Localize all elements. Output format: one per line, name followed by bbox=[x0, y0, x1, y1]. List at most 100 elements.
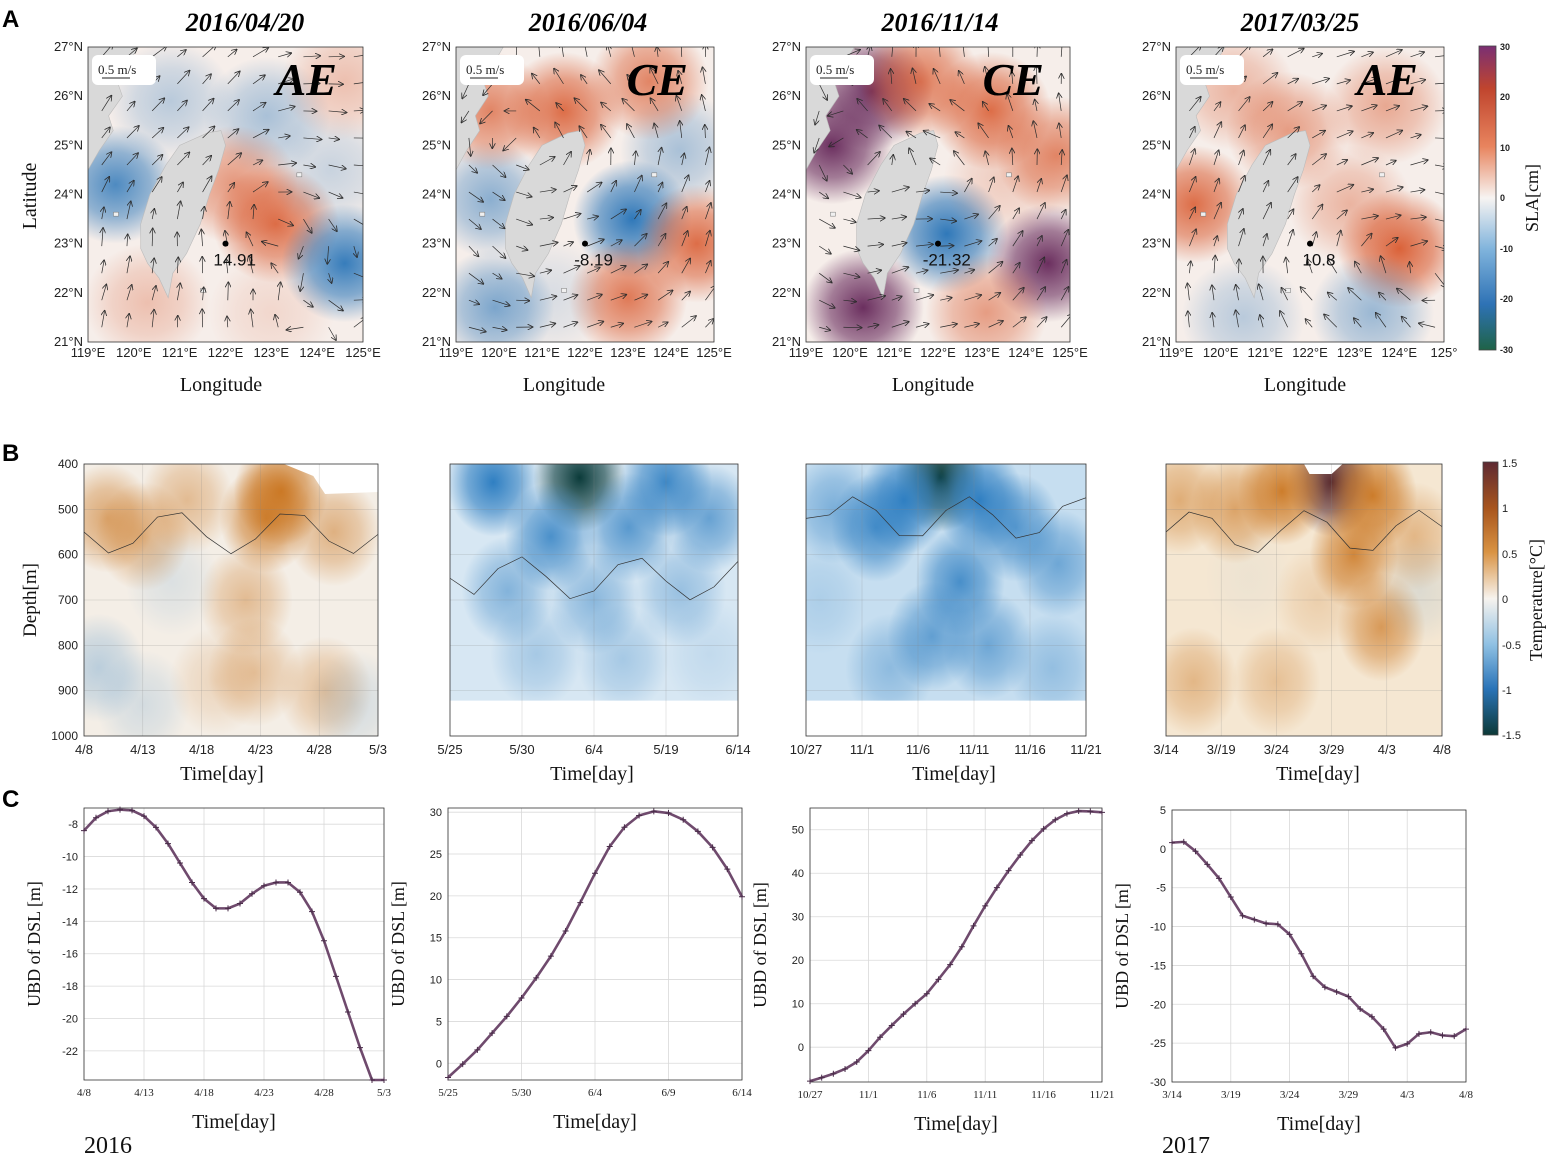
temperature-anomaly bbox=[663, 600, 738, 709]
velocity-arrow bbox=[202, 156, 212, 166]
velocity-arrow bbox=[1012, 288, 1024, 301]
velocity-arrow bbox=[303, 56, 320, 57]
row-a-xlabel-4: Longitude bbox=[1264, 374, 1346, 396]
velocity-arrow bbox=[252, 103, 265, 112]
data-point bbox=[381, 1077, 387, 1083]
velocity-arrow bbox=[964, 179, 971, 193]
velocity-arrow bbox=[1361, 234, 1371, 247]
velocity-arrow bbox=[705, 125, 706, 138]
section-frame bbox=[449, 463, 739, 737]
y-tick: -8 bbox=[68, 819, 78, 831]
velocity-arrow bbox=[988, 293, 1001, 301]
data-point bbox=[445, 1074, 451, 1081]
velocity-arrow bbox=[102, 311, 105, 328]
velocity-arrow bbox=[151, 128, 163, 139]
row-a-ylabel: Latitude bbox=[19, 163, 41, 230]
velocity-arrow bbox=[988, 178, 994, 193]
temp-colorbar-tick: 1.5 bbox=[1502, 458, 1517, 470]
y-tick: 26°N bbox=[422, 88, 451, 103]
y-tick: -20 bbox=[62, 1013, 78, 1025]
velocity-arrow bbox=[177, 50, 185, 58]
island bbox=[913, 288, 920, 293]
velocity-arrow bbox=[1379, 293, 1387, 301]
velocity-arrow bbox=[327, 246, 328, 264]
velocity-arrow bbox=[303, 165, 315, 167]
velocity-arrow bbox=[1214, 256, 1215, 274]
velocity-arrow bbox=[328, 218, 337, 231]
velocity-arrow bbox=[1385, 238, 1398, 247]
y-tick: 20 bbox=[792, 955, 804, 967]
data-point bbox=[1251, 916, 1258, 923]
velocity-arrow bbox=[658, 148, 661, 166]
velocity-arrow bbox=[1434, 272, 1444, 287]
velocity-arrow bbox=[563, 214, 581, 220]
island bbox=[830, 211, 836, 217]
y-tick: -30 bbox=[1150, 1077, 1166, 1089]
data-point bbox=[225, 905, 231, 912]
y-tick: 22°N bbox=[772, 285, 801, 300]
velocity-arrow bbox=[1213, 102, 1220, 112]
velocity-arrow bbox=[934, 69, 941, 85]
x-tick: 122°E bbox=[208, 345, 244, 360]
velocity-arrow bbox=[1402, 317, 1411, 328]
data-point bbox=[285, 879, 291, 886]
row-b-xlabel-4: Time[day] bbox=[1276, 763, 1360, 785]
velocity-arrow bbox=[252, 48, 268, 58]
velocity-arrow bbox=[1238, 151, 1244, 166]
velocity-arrow bbox=[1060, 175, 1067, 193]
velocity-arrow bbox=[1287, 177, 1298, 193]
data-point bbox=[1321, 984, 1328, 991]
velocity-arrow bbox=[278, 53, 291, 57]
section-panel-1: 4/8 4/13 4/18 4/23 4/28 5/3 400 500 600 700 800 900… bbox=[51, 457, 387, 757]
x-tick: 4/13 bbox=[130, 742, 155, 757]
velocity-arrow bbox=[227, 50, 237, 58]
velocity-arrow bbox=[492, 245, 506, 258]
velocity-arrow bbox=[1410, 190, 1425, 192]
section-panel-2: 5/25 5/30 6/4 5/19 6/14 bbox=[437, 463, 751, 757]
x-tick: 4/3 bbox=[1378, 742, 1396, 757]
velocity-arrow bbox=[651, 98, 659, 112]
data-point bbox=[333, 973, 339, 980]
temperature-anomaly bbox=[1204, 522, 1293, 632]
x-tick: 121°E bbox=[876, 345, 912, 360]
x-tick: 125°E bbox=[345, 345, 381, 360]
data-point bbox=[724, 866, 731, 873]
map-panel-1: 2016/04/20 0.5 m/s AE 14.91 119°E 120°E 121°E… bbox=[54, 8, 381, 360]
x-tick: 10/27 bbox=[790, 742, 823, 757]
velocity-arrow bbox=[353, 272, 363, 278]
map-date: 2016/04/20 bbox=[185, 8, 304, 37]
x-tick: 4/28 bbox=[307, 742, 332, 757]
velocity-arrow bbox=[1012, 263, 1020, 274]
velocity-arrow bbox=[924, 131, 941, 139]
data-point bbox=[345, 1009, 351, 1015]
scale-label: 0.5 m/s bbox=[466, 62, 504, 77]
velocity-arrow bbox=[1059, 93, 1062, 111]
velocity-arrow bbox=[526, 100, 541, 112]
velocity-arrow bbox=[940, 219, 956, 221]
sla-value: 10.8 bbox=[1302, 250, 1335, 269]
velocity-arrow bbox=[587, 268, 599, 274]
velocity-arrow bbox=[843, 191, 860, 198]
velocity-arrow bbox=[843, 164, 852, 174]
x-tick: 123°E bbox=[254, 345, 290, 360]
velocity-arrow bbox=[328, 191, 343, 198]
velocity-arrow bbox=[584, 47, 588, 57]
velocity-arrow bbox=[857, 130, 868, 139]
velocity-arrow bbox=[329, 273, 332, 283]
velocity-arrow bbox=[563, 322, 578, 328]
plot-frame bbox=[83, 807, 385, 1081]
data-point bbox=[1357, 1005, 1364, 1012]
data-point bbox=[1028, 837, 1035, 844]
line-chart-1: -8 -10 -12 -14 -16 -18 -20 -22 4/8 4/13 4/18 4/23 4/… bbox=[24, 806, 392, 1133]
sla-colorbar: 30 20 10 0 -10 -20 -30 SLA[cm] bbox=[1478, 42, 1542, 355]
velocity-arrow bbox=[929, 104, 941, 112]
taiwan-island bbox=[1227, 130, 1311, 299]
data-point bbox=[577, 899, 584, 906]
data-point bbox=[1427, 1029, 1434, 1036]
velocity-arrow bbox=[705, 231, 710, 247]
temperature-anomaly bbox=[286, 477, 378, 587]
map-frame bbox=[455, 46, 715, 343]
scale-label: 0.5 m/s bbox=[1186, 62, 1224, 77]
velocity-arrow bbox=[303, 83, 319, 84]
